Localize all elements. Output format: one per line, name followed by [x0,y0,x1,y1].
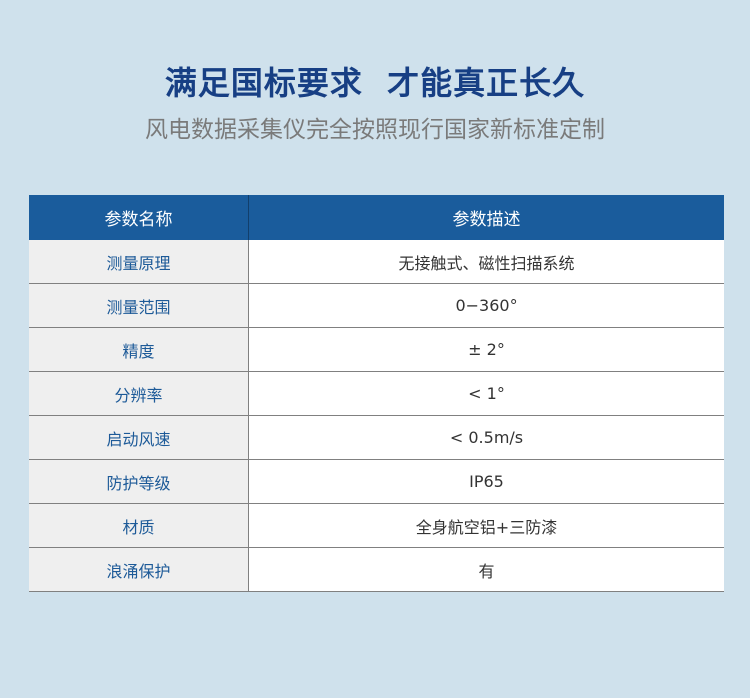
param-value: 有 [248,547,724,592]
param-value: 无接触式、磁性扫描系统 [248,240,724,284]
column-header-description: 参数描述 [248,195,724,240]
table-row: 启动风速 < 0.5m/s [29,415,724,460]
page-title: 满足国标要求 才能真正长久 [164,64,586,102]
table-row: 分辨率 < 1° [29,371,724,416]
param-name: 测量原理 [29,240,249,284]
param-name: 材质 [29,503,249,548]
param-name: 防护等级 [29,459,249,504]
table-row: 精度 ± 2° [29,327,724,372]
table-header-row: 参数名称 参数描述 [29,195,724,240]
page-subtitle: 风电数据采集仪完全按照现行国家新标准定制 [145,117,605,143]
table-row: 防护等级 IP65 [29,459,724,504]
param-value: 0−360° [248,283,724,328]
table-row: 测量原理 无接触式、磁性扫描系统 [29,240,724,284]
param-value: IP65 [248,459,724,504]
param-value: 全身航空铝+三防漆 [248,503,724,548]
param-value: < 1° [248,371,724,416]
param-name: 测量范围 [29,283,249,328]
table-row: 材质 全身航空铝+三防漆 [29,503,724,548]
param-value: < 0.5m/s [248,415,724,460]
param-name: 分辨率 [29,371,249,416]
param-name: 启动风速 [29,415,249,460]
spec-table: 参数名称 参数描述 测量原理 无接触式、磁性扫描系统 测量范围 0−360° 精度 ± 2… [29,195,724,592]
param-value: ± 2° [248,327,724,372]
column-header-name: 参数名称 [29,195,249,240]
param-name: 精度 [29,327,249,372]
table-row: 浪涌保护有 [29,547,724,592]
table-row: 测量范围 0−360° [29,283,724,328]
param-name: 浪涌保护 [29,547,249,592]
